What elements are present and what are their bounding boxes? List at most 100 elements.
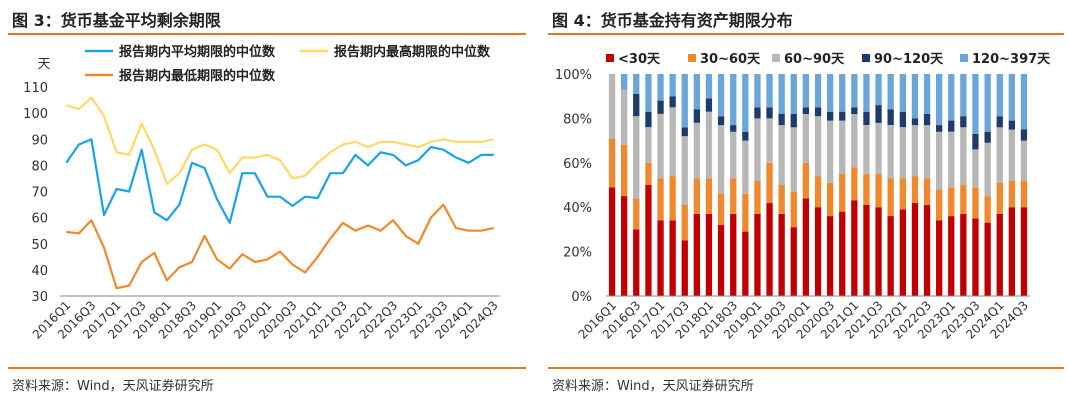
left-source-rule (8, 367, 526, 369)
bar-segment (899, 74, 906, 112)
left-source-note: 资料来源：Wind，天风证券研究所 (12, 379, 214, 394)
bar-segment (802, 107, 809, 114)
bar-segment (839, 173, 846, 212)
legend-swatch (772, 54, 780, 62)
bar-segment (972, 187, 979, 219)
bar-segment (717, 193, 725, 225)
y-tick-label: 40 (31, 264, 48, 279)
bar-segment (996, 127, 1003, 183)
bar-segment (984, 142, 991, 197)
bar-segment (802, 114, 809, 163)
bar-segment (790, 114, 797, 128)
bar-segment (984, 222, 991, 296)
bar-segment (645, 185, 652, 296)
bar-segment (814, 176, 822, 208)
bar-segment (1020, 180, 1028, 208)
bar-segment (984, 74, 991, 132)
legend-label: 报告期内最高期限的中位数 (334, 44, 491, 60)
bar-segment (621, 196, 628, 296)
bar-segment (717, 225, 725, 296)
y-axis-unit: 天 (37, 57, 50, 72)
bar-segment (790, 74, 797, 114)
bar-segment (887, 125, 894, 179)
bar-segment (972, 149, 979, 188)
bar-segment (633, 198, 640, 230)
right-source-rule (548, 367, 1064, 369)
bar-segment (887, 74, 894, 110)
bar-segment (802, 74, 809, 108)
series-line-2 (65, 96, 494, 185)
right-source-note: 资料来源：Wind，天风证券研究所 (552, 379, 754, 394)
bar-segment (827, 111, 834, 121)
bar-segment (669, 96, 676, 108)
bar-segment (851, 107, 858, 114)
bar-segment (936, 189, 943, 221)
bar-segment (1020, 129, 1028, 141)
bar-segment (948, 216, 955, 296)
y-tick-label: 90 (31, 133, 48, 148)
bar-segment (608, 187, 616, 296)
series-line-1 (65, 138, 494, 224)
bar-segment (742, 193, 749, 232)
bar-segment (790, 191, 797, 228)
legend-label: 90~120天 (874, 52, 944, 67)
line-chart: 天304050607080901001102016Q12016Q32017Q12… (23, 44, 501, 342)
bar-segment (681, 240, 688, 296)
bar-segment (863, 205, 870, 296)
bar-segment (887, 178, 894, 216)
bar-segment (960, 116, 967, 128)
bar-segment (851, 167, 858, 201)
bar-segment (693, 178, 700, 214)
bar-segment (948, 131, 955, 188)
bar-segment (608, 74, 616, 139)
bar-segment (875, 105, 882, 123)
bar-segment (851, 200, 858, 296)
bar-segment (887, 216, 894, 296)
bar-segment (887, 109, 894, 125)
bar-segment (802, 198, 809, 296)
bar-segment (960, 213, 967, 296)
bar-segment (1020, 74, 1028, 130)
bar-segment (839, 111, 846, 121)
bar-segment (742, 140, 749, 194)
bar-segment (814, 74, 822, 108)
bar-segment (948, 74, 955, 121)
legend-swatch (960, 54, 968, 62)
bar-segment (657, 178, 664, 221)
legend-swatch (688, 54, 696, 62)
bar-segment (1008, 129, 1015, 181)
bar-segment (730, 125, 737, 132)
bar-segment (875, 74, 882, 106)
bar-segment (827, 120, 834, 183)
bar-segment (984, 131, 991, 143)
bar-segment (875, 173, 882, 208)
bar-segment (754, 74, 761, 108)
bar-segment (996, 116, 1003, 128)
bar-segment (754, 118, 761, 181)
bar-segment (923, 114, 931, 126)
bar-segment (1008, 180, 1015, 208)
bar-segment (657, 114, 664, 179)
bar-segment (996, 182, 1003, 214)
bar-segment (923, 74, 931, 114)
bar-segment (705, 178, 713, 214)
bar-segment (899, 209, 906, 296)
bar-segment (960, 185, 967, 214)
bar-segment (766, 162, 773, 203)
bar-segment (863, 111, 870, 125)
bar-segment (972, 74, 979, 134)
legend-swatch (606, 54, 614, 62)
bar-segment (717, 125, 725, 194)
y-tick-label: 100% (555, 68, 592, 83)
bar-segment (681, 127, 688, 137)
bar-segment (633, 116, 640, 199)
y-tick-label: 20% (563, 246, 592, 261)
bar-segment (705, 74, 713, 99)
bar-segment (717, 116, 725, 126)
bar-segment (911, 118, 919, 126)
y-tick-label: 50 (31, 238, 48, 253)
bar-segment (681, 136, 688, 205)
bar-segment (790, 127, 797, 192)
bar-segment (645, 74, 652, 112)
bar-segment (766, 202, 773, 296)
